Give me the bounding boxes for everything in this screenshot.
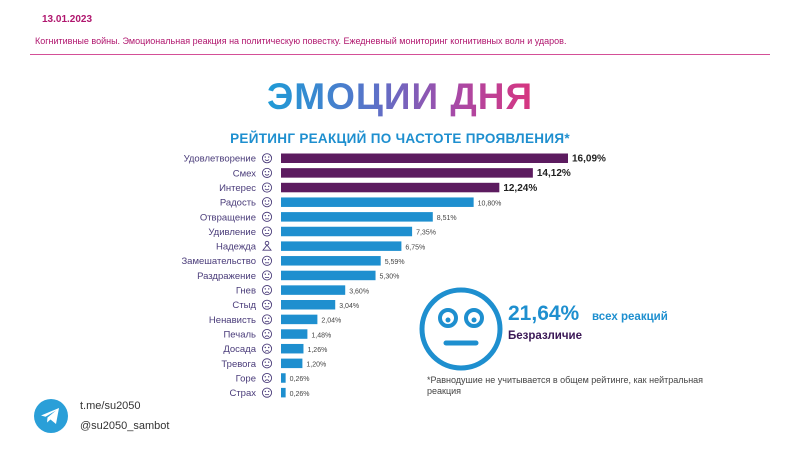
category-label-15: Горе: [236, 373, 256, 384]
value-label-11: 2,04%: [321, 318, 341, 325]
bar-16: [281, 387, 286, 398]
bar-13: [281, 343, 304, 354]
category-label-0: Удовлетворение: [184, 154, 256, 165]
ashamed-face-icon: [261, 299, 273, 310]
callout-value: 21,64%: [508, 302, 580, 325]
neutral-face-icon: [419, 287, 503, 371]
bar-5: [281, 226, 413, 237]
date-label: 13.01.2023: [42, 14, 93, 25]
bar-7: [281, 256, 381, 266]
value-label-13: 1,26%: [307, 347, 327, 354]
category-label-3: Радость: [220, 198, 256, 209]
disgust-face-icon: [261, 211, 273, 222]
value-label-12: 1,48%: [311, 332, 331, 339]
bot-handle-link[interactable]: @su2050_sambot: [80, 420, 170, 432]
category-label-6: Надежда: [216, 242, 257, 253]
category-label-11: Ненависть: [209, 315, 256, 326]
category-label-13: Досада: [223, 344, 256, 355]
bar-4: [281, 212, 433, 222]
hope-figure-icon: [262, 240, 272, 251]
value-label-8: 5,30%: [380, 274, 400, 281]
value-label-0: 16,09%: [572, 153, 606, 164]
angry-face-icon: [261, 285, 273, 296]
irritated-face-icon: [261, 270, 273, 281]
smile-face-icon: [261, 153, 273, 164]
category-label-2: Интерес: [219, 183, 256, 194]
hateful-face-icon: [261, 314, 273, 325]
annoyed-face-icon: [261, 343, 273, 354]
laugh-face-icon: [261, 167, 273, 178]
value-label-9: 3,60%: [349, 288, 369, 295]
callout-label: Безразличие: [508, 330, 583, 342]
sad-face-icon: [261, 328, 273, 340]
surprise-face-icon: [261, 226, 273, 237]
value-label-15: 0,26%: [290, 376, 310, 383]
bar-8: [281, 270, 376, 281]
chart-title: РЕЙТИНГ РЕАКЦИЙ ПО ЧАСТОТЕ ПРОЯВЛЕНИЯ*: [230, 131, 570, 146]
value-label-2: 12,24%: [503, 183, 537, 194]
joy-face-icon: [261, 197, 273, 208]
confused-face-icon: [261, 255, 273, 266]
footnote: *Равнодушие не учитывается в общем рейти…: [427, 375, 704, 396]
value-label-7: 5,59%: [385, 259, 405, 266]
bar-14: [281, 358, 303, 369]
value-label-5: 7,35%: [416, 230, 436, 237]
value-label-16: 0,26%: [290, 391, 310, 398]
category-label-1: Смех: [233, 168, 256, 179]
header-subtitle: Когнитивные войны. Эмоциональная реакция…: [35, 36, 567, 46]
value-label-10: 3,04%: [339, 303, 359, 310]
callout-suffix: всех реакций: [592, 311, 668, 323]
bar-9: [281, 285, 346, 295]
category-label-4: Отвращение: [200, 212, 256, 223]
bar-11: [281, 314, 318, 325]
value-label-1: 14,12%: [537, 168, 571, 179]
category-label-10: Стыд: [232, 300, 256, 311]
interest-face-icon: [261, 182, 273, 193]
bar-12: [281, 329, 308, 339]
bar-3: [281, 197, 474, 207]
value-label-14: 1,20%: [306, 362, 326, 369]
category-label-12: Печаль: [223, 329, 256, 340]
category-label-9: Гнев: [236, 286, 256, 297]
category-label-16: Страх: [229, 388, 256, 399]
value-label-6: 6,75%: [405, 244, 425, 251]
bar-6: [281, 241, 402, 251]
telegram-icon[interactable]: [33, 398, 69, 434]
value-label-4: 8,51%: [437, 215, 457, 222]
fear-face-icon: [261, 387, 273, 398]
grief-face-icon: [261, 372, 273, 384]
bar-0: [281, 153, 568, 163]
telegram-link[interactable]: t.me/su2050: [80, 400, 141, 412]
bar-15: [281, 373, 286, 383]
value-label-3: 10,80%: [478, 200, 502, 207]
page-title-text: ЭМОЦИИ ДНЯ: [266, 76, 534, 117]
category-label-5: Удивление: [208, 227, 256, 238]
anxious-face-icon: [261, 358, 273, 369]
bar-10: [281, 300, 336, 310]
bar-2: [281, 182, 500, 193]
category-label-8: Раздражение: [197, 271, 256, 282]
page-title: ЭМОЦИИ ДНЯ: [0, 76, 800, 118]
category-label-14: Тревога: [221, 359, 256, 370]
header-divider: [30, 54, 770, 55]
category-label-7: Замешательство: [181, 256, 256, 267]
bar-1: [281, 168, 533, 178]
